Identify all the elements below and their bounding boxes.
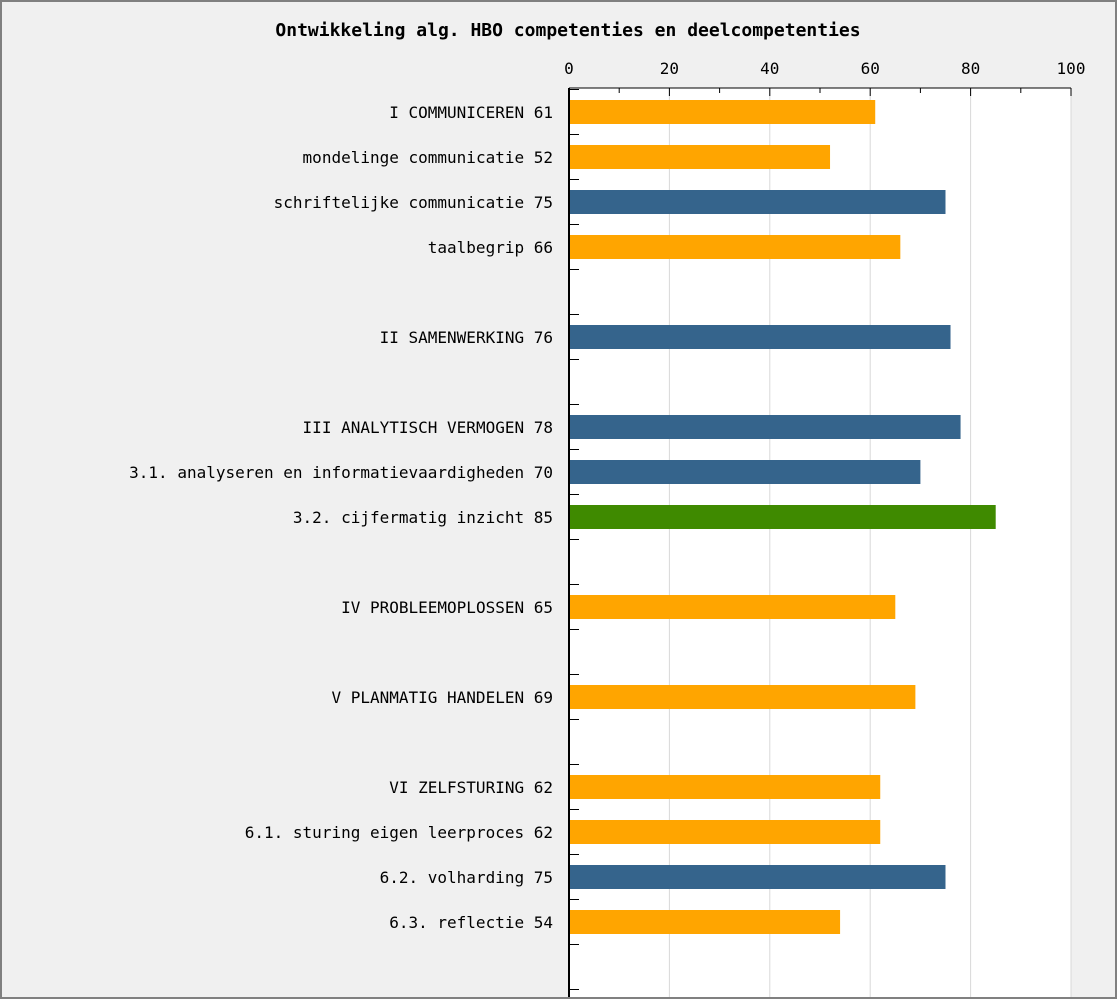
bar bbox=[570, 595, 896, 619]
plot-area bbox=[569, 88, 1071, 999]
chart-title: Ontwikkeling alg. HBO competenties en de… bbox=[275, 20, 860, 41]
category-label: 6.3. reflectie 54 bbox=[389, 913, 553, 932]
bar bbox=[570, 460, 921, 484]
bar bbox=[570, 190, 946, 214]
x-tick-label: 80 bbox=[961, 59, 980, 78]
bar bbox=[570, 325, 951, 349]
bar bbox=[570, 910, 841, 934]
category-label: taalbegrip 66 bbox=[428, 238, 553, 257]
bar bbox=[570, 865, 946, 889]
bars bbox=[570, 100, 996, 934]
x-tick-label: 20 bbox=[660, 59, 679, 78]
x-tick-label: 0 bbox=[564, 59, 574, 78]
x-tick-labels: 0 20 40 60 80 100 bbox=[564, 59, 1085, 78]
x-tick-label: 60 bbox=[861, 59, 880, 78]
category-labels: I COMMUNICEREN 61 mondelinge communicatie… bbox=[129, 103, 553, 932]
category-label: 3.2. cijfermatig inzicht 85 bbox=[293, 508, 553, 527]
bar bbox=[570, 820, 881, 844]
bar bbox=[570, 235, 901, 259]
x-tick-label: 40 bbox=[760, 59, 779, 78]
category-label: 6.2. volharding 75 bbox=[380, 868, 553, 887]
category-label: 6.1. sturing eigen leerproces 62 bbox=[245, 823, 553, 842]
category-label: V PLANMATIG HANDELEN 69 bbox=[331, 688, 553, 707]
category-label: schriftelijke communicatie 75 bbox=[274, 193, 553, 212]
bar bbox=[570, 685, 916, 709]
category-label: I COMMUNICEREN 61 bbox=[389, 103, 553, 122]
category-label: II SAMENWERKING 76 bbox=[380, 328, 553, 347]
category-label: 3.1. analyseren en informatievaardighede… bbox=[129, 463, 553, 482]
bar bbox=[570, 415, 961, 439]
bar bbox=[570, 505, 996, 529]
bar bbox=[570, 100, 876, 124]
axes bbox=[568, 87, 1072, 999]
category-label: mondelinge communicatie 52 bbox=[303, 148, 553, 167]
bar bbox=[570, 775, 881, 799]
category-label: IV PROBLEEMOPLOSSEN 65 bbox=[341, 598, 553, 617]
x-tick-label: 100 bbox=[1057, 59, 1086, 78]
category-label: VI ZELFSTURING 62 bbox=[389, 778, 553, 797]
bar bbox=[570, 145, 831, 169]
category-label: III ANALYTISCH VERMOGEN 78 bbox=[303, 418, 553, 437]
